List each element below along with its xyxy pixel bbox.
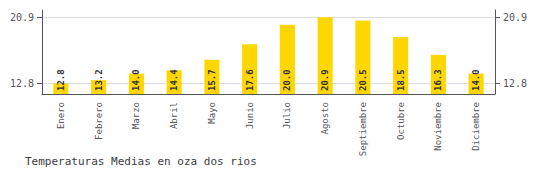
svg-text:14.0: 14.0 — [471, 69, 481, 91]
svg-text:Marzo: Marzo — [131, 102, 141, 129]
svg-text:Julio: Julio — [282, 102, 292, 129]
svg-text:14.0: 14.0 — [131, 69, 141, 91]
svg-text:Junio: Junio — [245, 102, 255, 129]
svg-text:20.9: 20.9 — [503, 12, 527, 23]
svg-text:12.8: 12.8 — [56, 69, 66, 91]
svg-text:Febrero: Febrero — [94, 102, 104, 140]
svg-text:Agosto: Agosto — [320, 102, 330, 135]
svg-text:14.4: 14.4 — [169, 69, 179, 91]
svg-text:12.8: 12.8 — [10, 78, 34, 89]
svg-text:Septiembre: Septiembre — [358, 102, 368, 156]
svg-text:20.9: 20.9 — [10, 12, 34, 23]
svg-text:16.3: 16.3 — [433, 69, 443, 91]
svg-text:20.5: 20.5 — [358, 69, 368, 91]
svg-text:Temperaturas Medias en oza dos: Temperaturas Medias en oza dos rios — [25, 155, 257, 168]
svg-text:Abril: Abril — [169, 102, 179, 129]
svg-text:15.7: 15.7 — [207, 69, 217, 91]
svg-text:Diciembre: Diciembre — [471, 102, 481, 151]
svg-text:Enero: Enero — [56, 102, 66, 129]
svg-text:13.2: 13.2 — [94, 69, 104, 91]
svg-text:20.9: 20.9 — [320, 69, 330, 91]
svg-text:18.5: 18.5 — [396, 69, 406, 91]
svg-text:20.0: 20.0 — [282, 69, 292, 91]
svg-text:Mayo: Mayo — [207, 102, 217, 124]
svg-text:12.8: 12.8 — [503, 78, 527, 89]
svg-text:Noviembre: Noviembre — [433, 102, 443, 151]
svg-text:17.6: 17.6 — [245, 69, 255, 91]
svg-text:Octubre: Octubre — [396, 102, 406, 140]
